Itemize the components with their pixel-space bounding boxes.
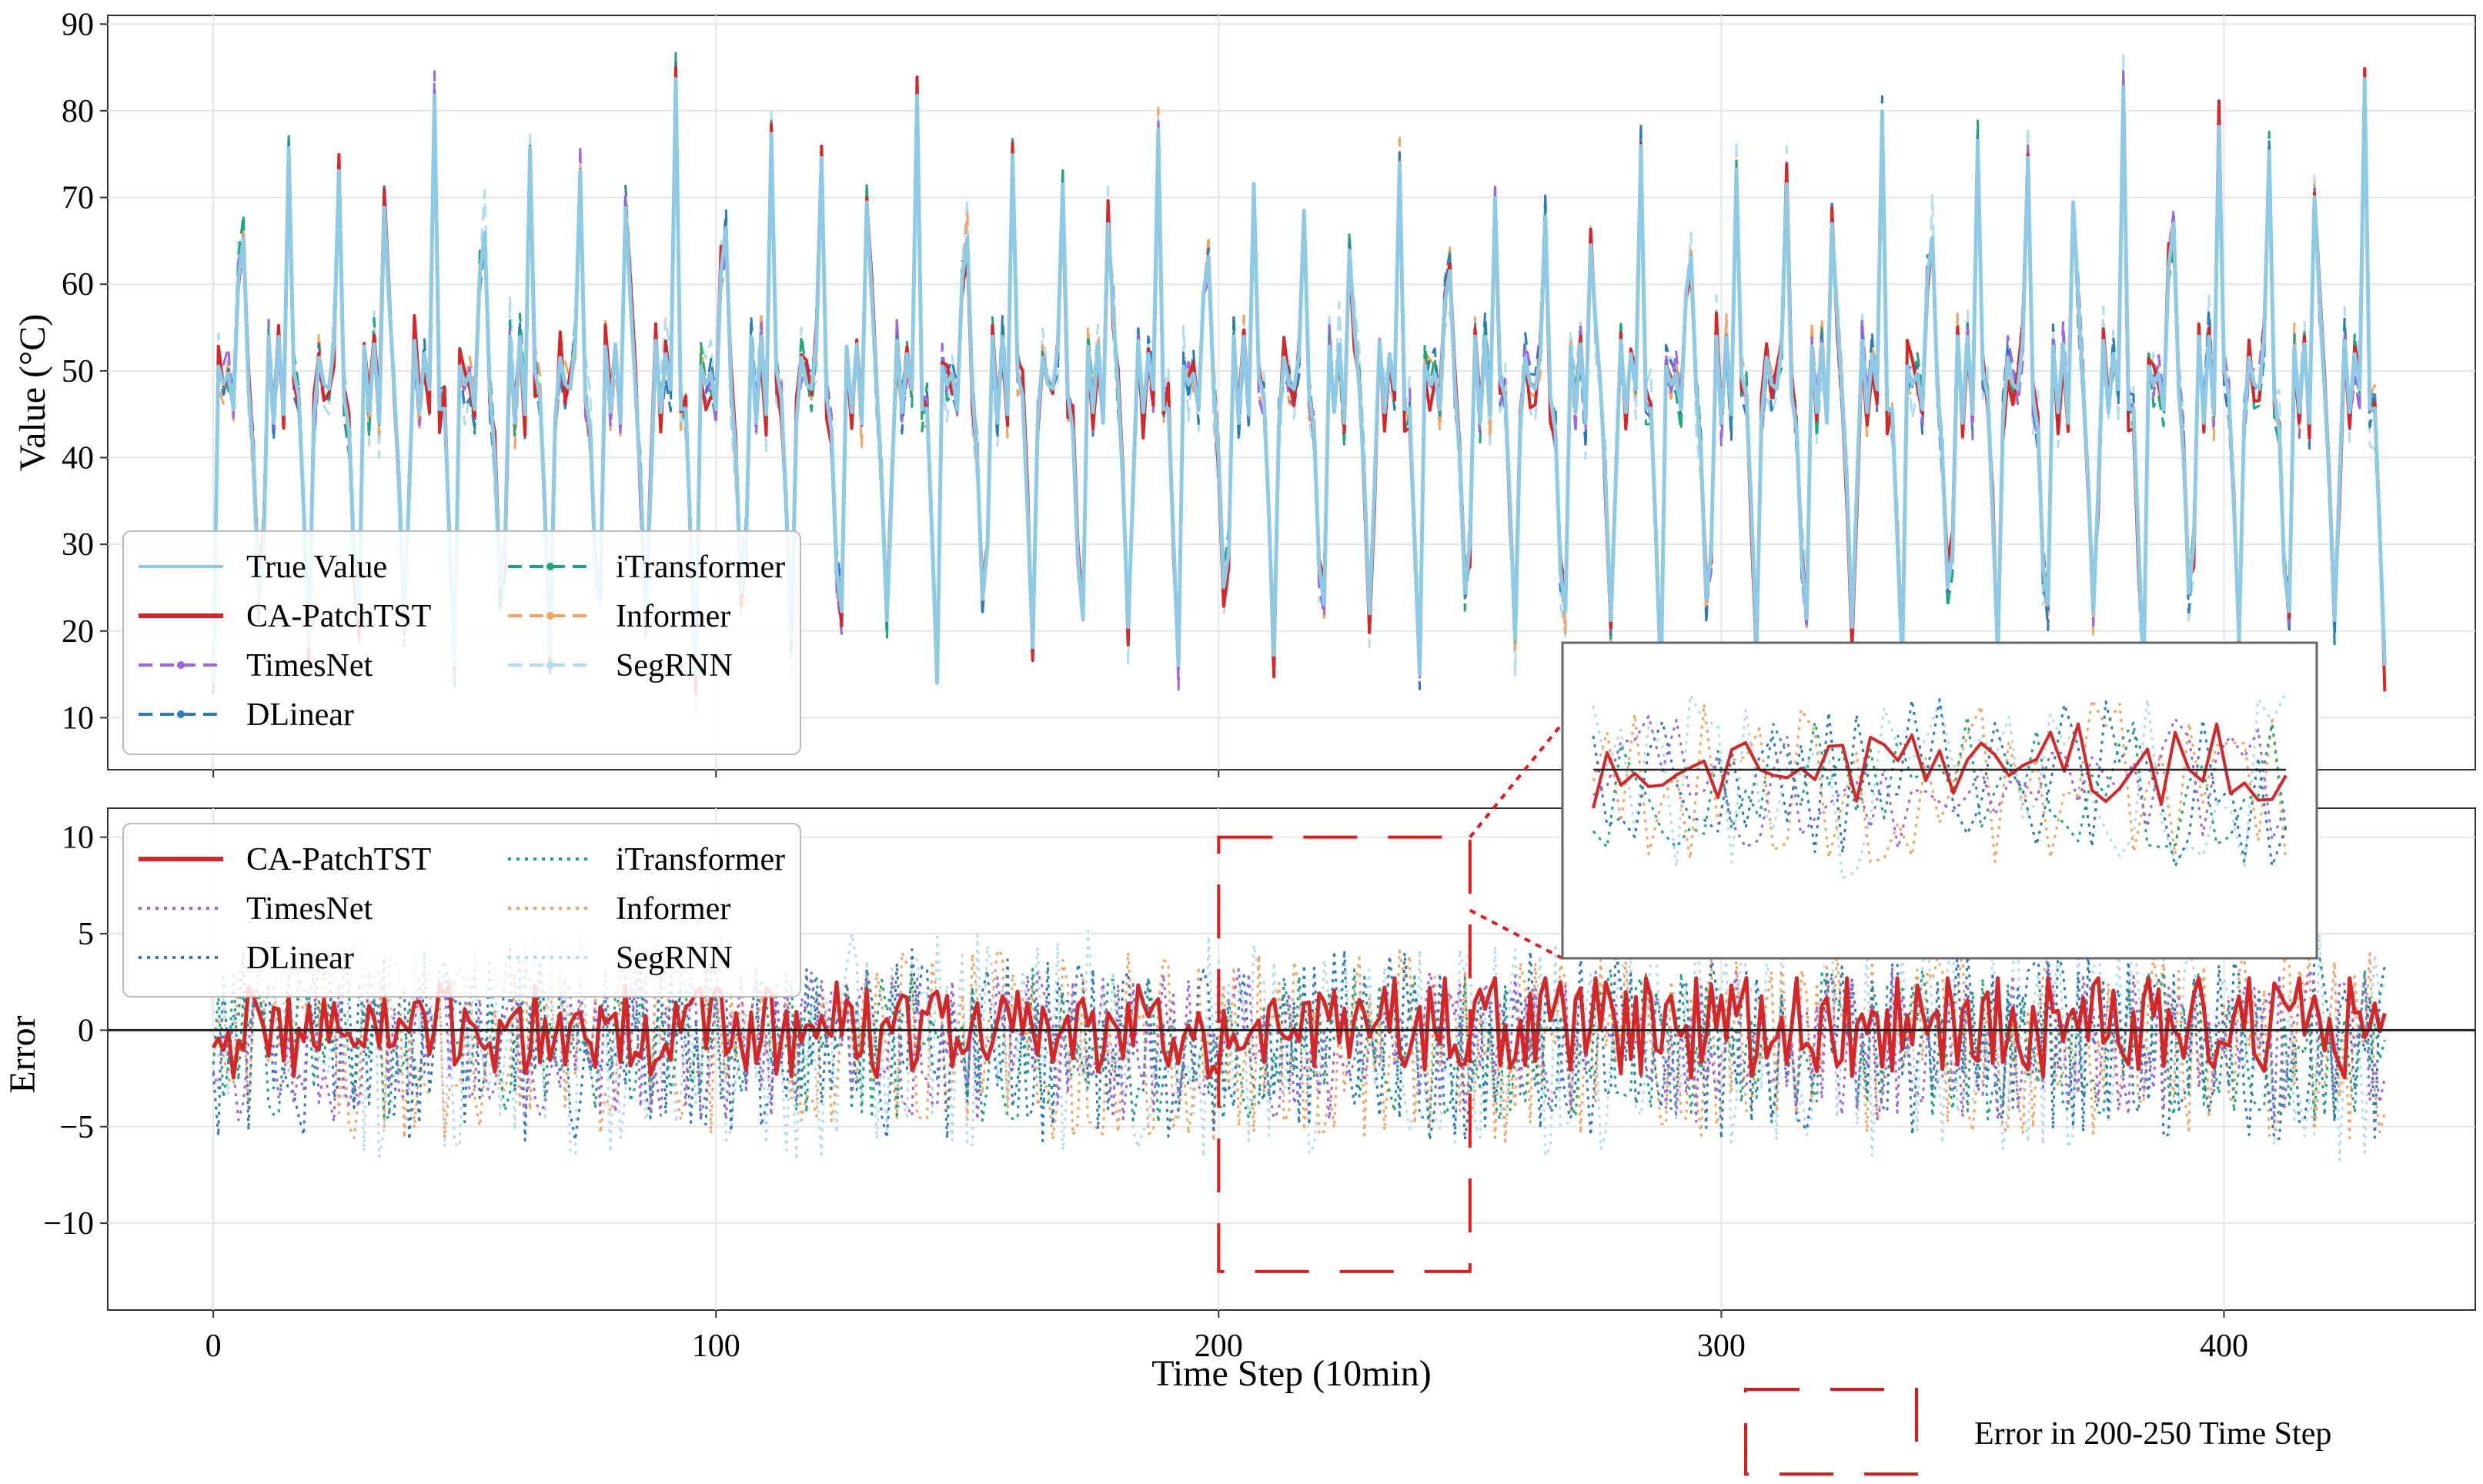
bottom-y-tick-label: 0: [78, 1013, 94, 1048]
legend-label: iTransformer: [616, 550, 785, 585]
bottom-y-tick-label: −10: [43, 1206, 94, 1242]
inset-connector-top: [1469, 641, 1629, 838]
top-y-tick-label: 70: [62, 181, 94, 216]
series-timesnet: [212, 62, 2386, 709]
top-y-tick-label: 60: [62, 267, 94, 302]
legend-marker: [177, 710, 185, 718]
top-y-tick-label: 50: [62, 354, 94, 389]
error-series-ca-patchtst: [211, 976, 2387, 1080]
inset-series-segrnn: [1592, 691, 2288, 880]
inset-zoom: [1469, 641, 2318, 960]
bottom-x-tick-label: 100: [692, 1329, 740, 1364]
top-y-tick-label: 40: [62, 440, 94, 476]
top-y-tick-label: 20: [62, 614, 94, 650]
top-axes-frame: [107, 15, 2476, 770]
highlight-box: [1217, 835, 1472, 1273]
bottom-x-tick-label: 400: [2200, 1329, 2248, 1364]
bottom-x-tick-label: 200: [1195, 1329, 1243, 1364]
bottom-y-tick-label: 5: [78, 917, 94, 952]
legend-label: Informer: [616, 599, 730, 634]
series-true-value: [211, 77, 2387, 685]
legend-frame: [122, 530, 801, 755]
inset-series-dlinear: [1592, 698, 2288, 867]
inset-series-itransformer: [1592, 715, 2288, 849]
bottom-y-axis-label: Error: [2, 1015, 43, 1093]
legend-label: DLinear: [246, 941, 354, 976]
legend-marker: [546, 661, 554, 669]
legend-label: SegRNN: [616, 648, 733, 684]
highlight-note: Error in 200-250 Time Step: [1744, 1388, 2331, 1476]
bottom-series-layer: [211, 929, 2387, 1161]
top-y-tick-label: 30: [62, 527, 94, 563]
inset-connector-bottom: [1469, 908, 1563, 960]
inset-series-layer: [1592, 691, 2288, 880]
top-y-tick-label: 90: [62, 7, 94, 42]
top-legend: True Value CA-PatchTST TimesNet DLinear iTra…: [122, 530, 801, 755]
legend-label: TimesNet: [246, 648, 373, 684]
error-series-informer: [212, 948, 2386, 1143]
top-y-tick-label: 80: [62, 94, 94, 129]
bottom-x-ticks: 0 100 200 300 400: [206, 1310, 2248, 1364]
bottom-y-ticks: −10 −5 0 5 10: [43, 821, 108, 1242]
note-text: Error in 200-250 Time Step: [1974, 1416, 2331, 1452]
legend-label: Informer: [616, 891, 730, 927]
bottom-y-tick-label: −5: [59, 1110, 94, 1145]
legend-label: iTransformer: [616, 842, 785, 877]
legend-label: TimesNet: [246, 891, 373, 927]
inset-series-ca-patchtst: [1592, 722, 2288, 809]
inset-series-timesnet: [1592, 714, 2288, 850]
legend-marker: [177, 661, 185, 669]
top-y-tick-label: 10: [62, 700, 94, 736]
x-axis-label: Time Step (10min): [1151, 1353, 1432, 1394]
bottom-x-tick-label: 0: [206, 1329, 222, 1364]
bottom-x-tick-label: 300: [1697, 1329, 1746, 1364]
legend-label: DLinear: [246, 697, 354, 733]
top-y-axis-label: Value (°C): [12, 314, 53, 471]
bottom-y-tick-label: 10: [62, 821, 94, 856]
legend-label: True Value: [246, 550, 387, 585]
legend-label: CA-PatchTST: [246, 842, 431, 877]
legend-marker: [546, 563, 554, 570]
legend-frame: [122, 823, 801, 998]
legend-marker: [546, 612, 554, 620]
top-y-ticks: 10 20 30 40 50 60 70 80 90: [62, 7, 108, 736]
inset-frame: [1561, 641, 2318, 960]
legend-label: CA-PatchTST: [246, 599, 431, 634]
bottom-axes-frame: [107, 807, 2476, 1311]
bottom-panel: −10 −5 0 5 10 0 100 200 300 400 Error Time Step …: [2, 807, 2476, 1394]
legend-label: SegRNN: [616, 941, 733, 976]
bottom-legend: CA-PatchTST TimesNet DLinear iTransformer In…: [122, 823, 801, 998]
top-series-layer: [211, 52, 2387, 718]
note-dashed-box: [1744, 1388, 1918, 1476]
